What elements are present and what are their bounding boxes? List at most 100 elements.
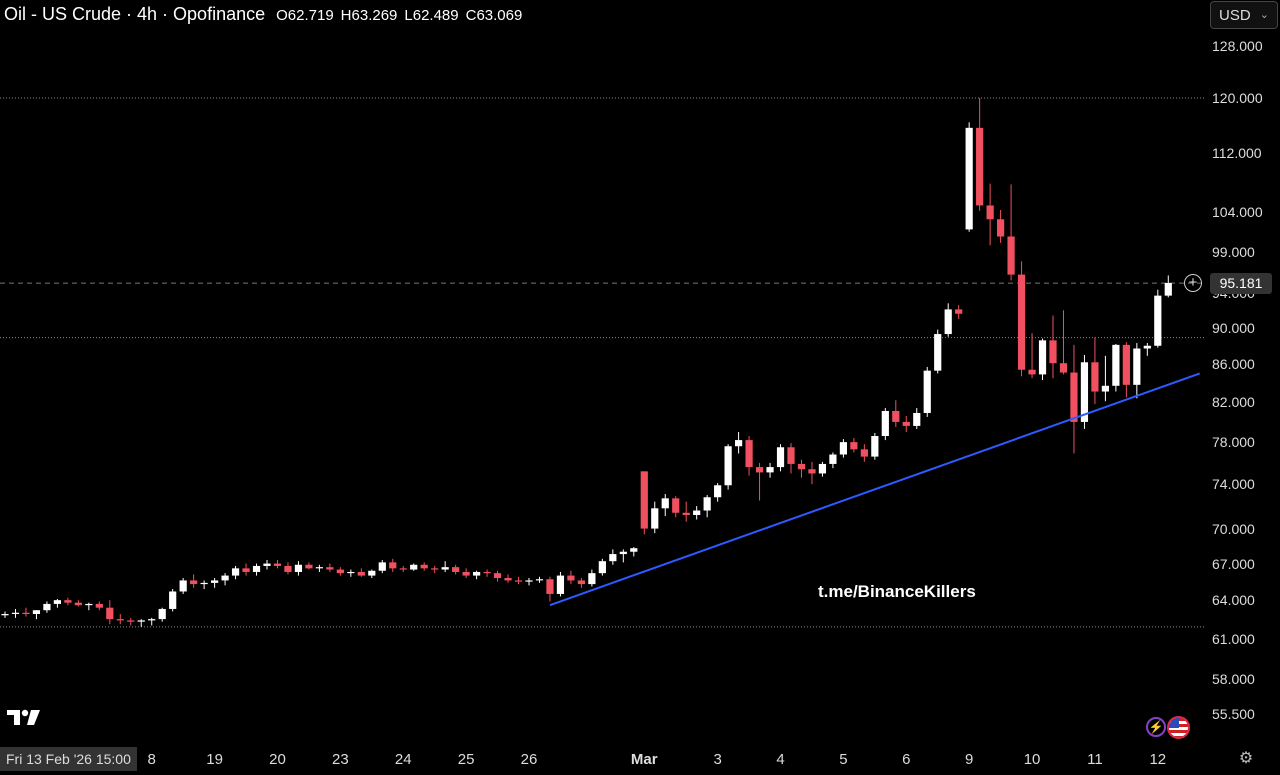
candle-body: [797, 463, 806, 470]
candle-body: [190, 580, 198, 585]
candle-body: [619, 551, 627, 555]
candle-body: [53, 600, 61, 604]
candle-body: [630, 548, 638, 552]
candle-body: [231, 568, 240, 576]
candle-body: [640, 471, 648, 529]
time-tick-label: 11: [1087, 751, 1103, 768]
candle-body: [1038, 340, 1047, 375]
candle-body: [106, 607, 114, 620]
candle-body: [1122, 344, 1130, 385]
candle-body: [881, 410, 889, 437]
candle-body: [714, 485, 722, 498]
candle-body: [818, 463, 827, 474]
candle-body: [389, 562, 397, 569]
plus-circle-icon[interactable]: +: [1184, 274, 1202, 292]
candle-body: [504, 578, 512, 581]
candle-body: [1091, 362, 1099, 392]
candle-body: [1, 614, 9, 616]
candle-body: [776, 447, 785, 468]
time-tick-label: 19: [206, 751, 223, 768]
candle-body: [1164, 282, 1172, 296]
candle-body: [892, 410, 900, 422]
candle-body: [1143, 345, 1151, 349]
candle-body: [787, 447, 795, 464]
candle-body: [609, 554, 617, 562]
candle-body: [1017, 274, 1026, 370]
candle-body: [32, 610, 41, 615]
candle-body: [567, 575, 575, 581]
candle-body: [672, 498, 680, 513]
candle-body: [944, 309, 952, 335]
chevron-down-icon: ⌄: [1259, 9, 1269, 21]
candle-body: [902, 421, 910, 426]
low-value: L62.489: [404, 7, 459, 24]
candle-body: [116, 619, 124, 621]
candle-body: [158, 608, 166, 620]
candle-body: [965, 127, 973, 230]
price-tick-label: 55.500: [1212, 706, 1255, 722]
candle-body: [473, 571, 481, 576]
candle-body: [211, 580, 219, 583]
flash-icon[interactable]: ⚡: [1146, 717, 1166, 737]
time-tick-label: 26: [520, 751, 538, 768]
candle-body: [22, 612, 30, 615]
candle-body: [955, 309, 963, 314]
candle-body: [378, 562, 386, 571]
time-tick-label: 20: [269, 751, 286, 768]
high-value: H63.269: [340, 7, 398, 24]
candle-body: [64, 600, 72, 603]
price-tick-label: 104.000: [1212, 204, 1263, 221]
candle-body: [169, 591, 177, 609]
time-tick-label: 12: [1149, 751, 1167, 768]
candle-body: [315, 567, 323, 569]
candle-body: [452, 567, 460, 572]
candle-body: [860, 449, 868, 457]
candle-body: [85, 603, 93, 606]
time-tick-label: 5: [839, 751, 848, 768]
open-value: O62.719: [276, 7, 334, 24]
symbol-header: Oil - US Crude · 4h · Opofinance O62.719…: [4, 4, 529, 25]
candle-body: [651, 508, 659, 529]
candle-body: [399, 568, 407, 570]
candle-body: [179, 580, 187, 592]
price-tick-label: 58.000: [1212, 670, 1255, 687]
us-flag-icon[interactable]: [1167, 716, 1190, 739]
candle-body: [934, 334, 942, 371]
tradingview-logo-icon[interactable]: [6, 707, 42, 732]
candle-body: [431, 568, 439, 570]
price-tick-label: 112.000: [1212, 145, 1262, 162]
price-tick-label: 78.000: [1212, 434, 1255, 451]
candle-body: [305, 564, 313, 569]
time-tick-label: 9: [964, 751, 974, 768]
candle-body: [598, 561, 606, 574]
candle-body: [808, 469, 816, 474]
candle-body: [546, 579, 554, 594]
price-tick-label: 128.000: [1212, 38, 1263, 55]
candle-body: [294, 564, 303, 572]
candle-body: [74, 602, 82, 606]
candle-body: [735, 440, 743, 447]
candle-body: [347, 571, 355, 574]
candle-body: [871, 436, 879, 457]
candle-body: [997, 219, 1005, 237]
candle-body: [221, 575, 229, 581]
candle-body: [535, 579, 544, 581]
time-tick-label: 24: [394, 751, 412, 768]
candle-body: [923, 370, 931, 413]
price-tick-label: 64.000: [1212, 592, 1255, 609]
candle-body: [1059, 363, 1068, 373]
candle-body: [577, 580, 585, 585]
symbol-title[interactable]: Oil - US Crude · 4h · Opofinance: [4, 4, 266, 24]
price-tick-label: 86.000: [1212, 356, 1255, 373]
price-tick-label: 82.000: [1212, 394, 1255, 411]
currency-select[interactable]: USD ⌄: [1210, 1, 1278, 29]
candle-body: [336, 569, 344, 574]
candle-body: [252, 565, 261, 572]
candle-body: [368, 570, 376, 576]
time-tick-label: 3: [713, 751, 722, 768]
price-tick-label: 61.000: [1212, 630, 1255, 647]
gear-icon[interactable]: ⚙: [1238, 750, 1254, 767]
candle-body: [137, 620, 145, 622]
time-tick-label: 6: [902, 751, 911, 768]
